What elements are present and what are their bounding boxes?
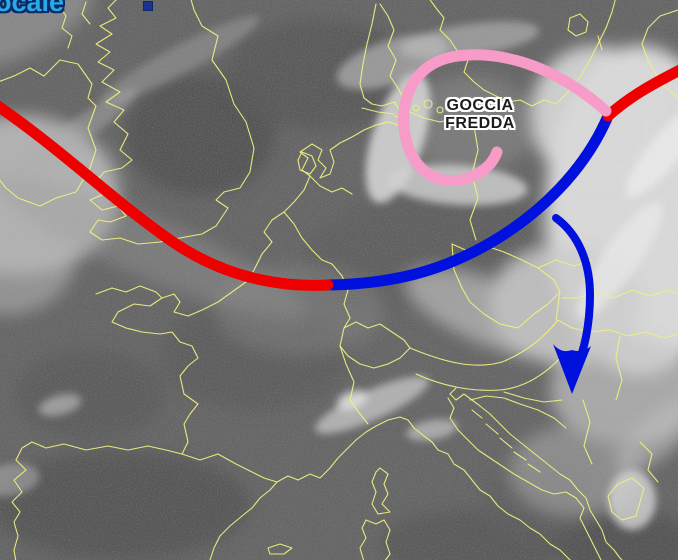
border-germany-poland — [469, 125, 479, 241]
arrow-head — [553, 344, 591, 394]
watermark-text: ocale — [0, 0, 65, 17]
border-hungary — [555, 289, 678, 339]
watermark-dot-icon — [143, 1, 153, 11]
lake-vanern — [567, 13, 603, 51]
cold-front-line — [322, 110, 614, 291]
coast-sweden — [429, 0, 616, 107]
border-france-italy — [339, 345, 369, 425]
danish-island — [436, 106, 444, 114]
arrow-shaft — [552, 214, 594, 372]
coast-sardinia — [359, 519, 391, 560]
coast-mediterranean-italy — [209, 416, 571, 560]
coast-italy-adriatic — [447, 397, 602, 560]
border-belgium-netherlands — [309, 175, 353, 195]
coast-france-iberia — [11, 285, 199, 560]
warm-front-line-west — [0, 100, 334, 291]
border-germany-denmark — [361, 107, 395, 115]
coast-ireland — [0, 59, 97, 207]
border-pyrenees — [181, 453, 278, 483]
watermark: ocale — [0, 0, 64, 18]
croatian-islands — [471, 409, 541, 473]
goccia-fredda-label: GOCCIA FREDDA — [432, 97, 528, 133]
border-france-germany — [283, 211, 351, 329]
warm-front-line-east — [602, 64, 678, 122]
border-czechia — [451, 243, 561, 329]
cutoff-low-spiral — [398, 49, 612, 187]
border-switzerland — [339, 321, 411, 369]
coast-balearic — [267, 543, 293, 555]
border-austria-north — [409, 319, 559, 366]
border-austria-south — [415, 355, 563, 391]
goccia-fredda-line2: FREDDA — [445, 115, 515, 132]
coast-croatia — [449, 387, 623, 560]
coast-corsica — [371, 467, 391, 515]
danish-island — [423, 99, 433, 109]
goccia-fredda-line1: GOCCIA — [446, 97, 514, 114]
border-kosovo — [607, 477, 645, 521]
border-croatia-hungary — [503, 391, 563, 403]
border-bosnia — [469, 395, 567, 429]
coast-great-britain — [89, 0, 255, 245]
coast-hebrides — [57, 1, 91, 49]
border-serbia — [582, 335, 659, 483]
cold-air-advection-arrow-icon — [552, 214, 594, 394]
lake-ijsselmeer — [297, 151, 317, 175]
danish-island — [412, 104, 420, 112]
coast-channel-northsea — [161, 101, 407, 317]
coast-baltic-east — [641, 9, 678, 99]
coast-baltic-germany — [409, 111, 483, 125]
